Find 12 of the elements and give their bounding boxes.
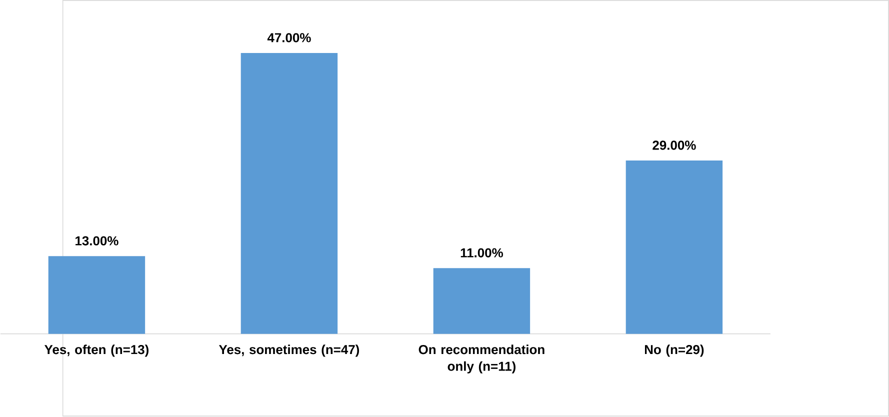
bar xyxy=(626,160,723,334)
x-tick-label: Yes, sometimes (n=47) xyxy=(218,344,360,357)
bar xyxy=(48,256,146,334)
data-label: 47.00% xyxy=(267,33,311,42)
bar xyxy=(433,268,530,334)
data-label: 11.00% xyxy=(460,248,503,258)
x-tick-label: Yes, often (n=13) xyxy=(44,344,148,357)
x-tick-label: On recommendation only (n=11) xyxy=(418,344,544,374)
data-label: 29.00% xyxy=(652,140,696,150)
data-label: 13.00% xyxy=(76,236,118,246)
x-tick-label: No (n=29) xyxy=(644,344,704,357)
bar xyxy=(240,53,338,334)
